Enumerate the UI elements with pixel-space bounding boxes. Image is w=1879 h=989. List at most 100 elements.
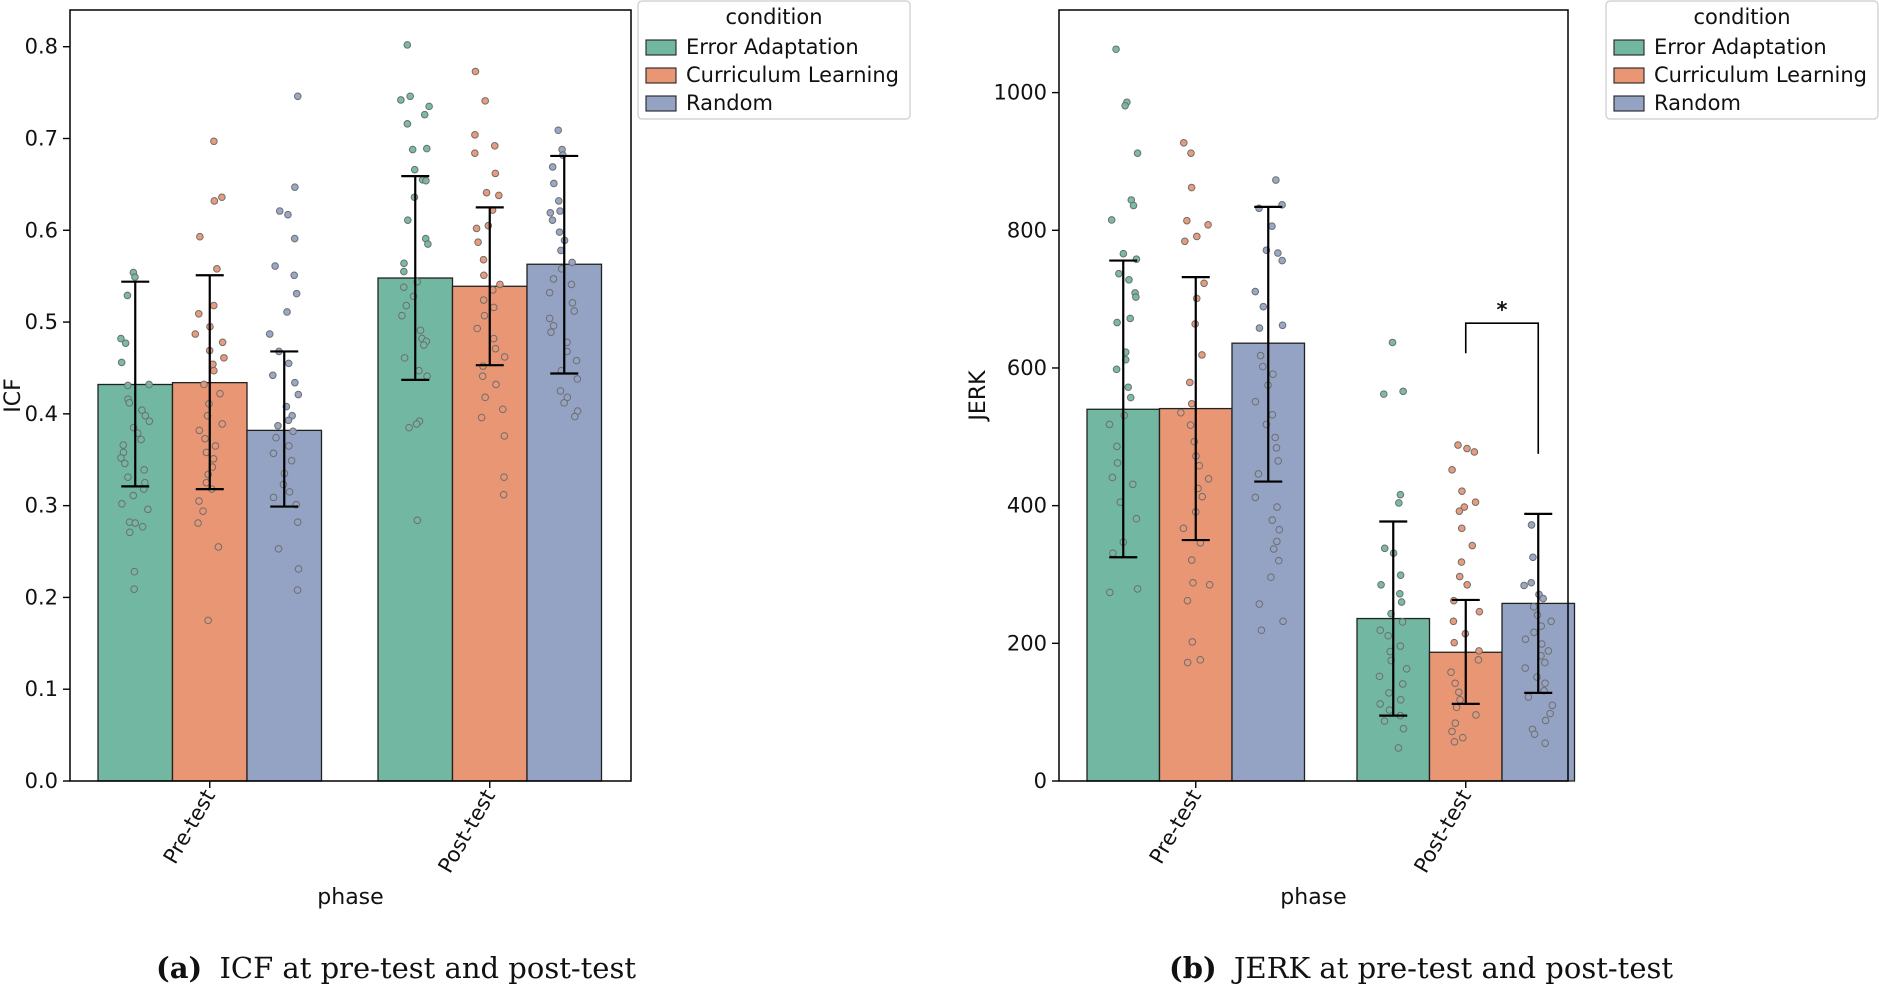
- point-a-post-test-curriculum-learning: [477, 413, 486, 422]
- point-a-pre-test-random: [289, 427, 297, 436]
- point-b-pre-test-curriculum-learning: [1204, 220, 1212, 229]
- point-a-pre-test-random: [272, 433, 280, 442]
- point-b-post-test-error-adaptation: [1379, 390, 1388, 398]
- point-b-post-test-error-adaptation: [1395, 499, 1403, 507]
- legend-label-b-error-adaptation: Error Adaptation: [1654, 35, 1827, 59]
- point-b-post-test-error-adaptation: [1376, 626, 1385, 635]
- point-a-pre-test-error-adaptation: [144, 505, 152, 514]
- point-b-post-test-random: [1541, 716, 1550, 725]
- legend-label-a-error-adaptation: Error Adaptation: [686, 35, 859, 59]
- point-b-pre-test-random: [1272, 444, 1281, 452]
- point-a-pre-test-error-adaptation: [121, 339, 130, 347]
- point-a-pre-test-random: [293, 92, 302, 101]
- point-b-post-test-curriculum-learning: [1463, 444, 1471, 453]
- point-b-post-test-curriculum-learning: [1455, 572, 1464, 581]
- point-b-pre-test-curriculum-learning: [1186, 421, 1195, 429]
- point-b-post-test-curriculum-learning: [1455, 688, 1463, 696]
- point-a-pre-test-error-adaptation: [117, 454, 125, 462]
- point-b-pre-test-random: [1275, 525, 1284, 534]
- point-b-pre-test-curriculum-learning: [1193, 232, 1201, 241]
- point-a-post-test-curriculum-learning: [481, 97, 489, 105]
- point-a-pre-test-curriculum-learning: [210, 366, 218, 375]
- point-a-pre-test-curriculum-learning: [220, 354, 228, 362]
- point-b-pre-test-curriculum-learning: [1177, 408, 1185, 417]
- legend-label-b-curriculum-learning: Curriculum Learning: [1654, 63, 1867, 87]
- point-b-pre-test-curriculum-learning: [1181, 237, 1189, 246]
- point-b-post-test-error-adaptation: [1398, 618, 1407, 626]
- point-b-pre-test-error-adaptation: [1108, 473, 1117, 482]
- point-a-post-test-error-adaptation: [400, 354, 409, 362]
- point-b-post-test-curriculum-learning: [1458, 487, 1466, 495]
- point-b-pre-test-curriculum-learning: [1195, 461, 1204, 470]
- legend-swatch-b-random: [1613, 95, 1645, 112]
- point-b-post-test-curriculum-learning: [1457, 558, 1466, 566]
- point-b-pre-test-error-adaptation: [1105, 420, 1114, 429]
- point-b-pre-test-random: [1259, 302, 1268, 311]
- point-a-pre-test-curriculum-learning: [213, 265, 221, 273]
- point-a-post-test-random: [560, 399, 568, 407]
- ytick-label-a-4: 0.4: [25, 402, 58, 426]
- point-a-post-test-random: [568, 298, 577, 307]
- panel-a-chart: 0.0 0.1 0.2 0.3 0.4 0.5 0.6 0.7 0.8 Pre-test Post-…: [1, 0, 911, 910]
- point-a-post-test-random: [546, 209, 555, 217]
- point-b-post-test-error-adaptation: [1397, 598, 1406, 606]
- point-a-post-test-random: [570, 307, 579, 315]
- point-b-post-test-error-adaptation: [1399, 387, 1407, 396]
- point-a-post-test-error-adaptation: [399, 283, 408, 291]
- point-a-pre-test-error-adaptation: [124, 473, 132, 481]
- point-a-post-test-error-adaptation: [405, 423, 413, 432]
- point-b-pre-test-random: [1257, 626, 1266, 635]
- point-a-pre-test-curriculum-learning: [201, 434, 209, 443]
- point-b-pre-test-random: [1269, 545, 1278, 553]
- point-b-pre-test-random: [1268, 410, 1277, 419]
- point-a-pre-test-curriculum-learning: [214, 543, 223, 551]
- point-a-post-test-random: [548, 216, 557, 224]
- point-a-post-test-error-adaptation: [402, 301, 411, 310]
- point-a-pre-test-random: [284, 210, 292, 219]
- point-a-pre-test-error-adaptation: [138, 522, 147, 531]
- point-a-post-test-curriculum-learning: [499, 490, 508, 499]
- point-a-post-test-random: [545, 288, 554, 297]
- point-b-pre-test-curriculum-learning: [1188, 638, 1197, 646]
- point-b-post-test-curriculum-learning: [1463, 581, 1471, 589]
- point-b-post-test-random: [1541, 658, 1549, 667]
- point-a-pre-test-curriculum-learning: [209, 301, 218, 310]
- point-a-pre-test-random: [292, 289, 301, 298]
- legend-label-b-random: Random: [1654, 91, 1741, 115]
- point-b-pre-test-random: [1279, 617, 1287, 626]
- point-b-pre-test-random: [1273, 503, 1281, 511]
- point-a-post-test-error-adaptation: [408, 145, 417, 154]
- point-a-pre-test-error-adaptation: [138, 406, 146, 414]
- point-a-post-test-random: [573, 375, 582, 383]
- point-a-pre-test-random: [287, 456, 296, 465]
- point-a-post-test-curriculum-learning: [491, 169, 500, 178]
- point-a-post-test-random: [571, 412, 579, 421]
- caption-b-label: (b): [1169, 951, 1217, 985]
- point-a-post-test-error-adaptation: [425, 102, 433, 111]
- ytick-label-b-4: 800: [1007, 218, 1047, 242]
- point-a-post-test-random: [556, 387, 565, 395]
- point-a-pre-test-error-adaptation: [131, 273, 139, 281]
- xlabel-a: phase: [317, 885, 383, 910]
- point-a-pre-test-random: [290, 271, 299, 280]
- point-a-post-test-error-adaptation: [422, 176, 430, 185]
- point-a-post-test-error-adaptation: [400, 259, 408, 268]
- point-a-post-test-curriculum-learning: [499, 405, 507, 414]
- point-b-pre-test-error-adaptation: [1126, 393, 1135, 402]
- ylabel-b: JERK: [966, 370, 991, 423]
- point-a-pre-test-curriculum-learning: [200, 380, 208, 389]
- point-a-post-test-random: [568, 258, 576, 267]
- point-b-post-test-random: [1529, 603, 1538, 611]
- point-b-pre-test-random: [1273, 537, 1281, 546]
- point-a-pre-test-random: [274, 544, 283, 553]
- point-b-post-test-error-adaptation: [1388, 338, 1397, 347]
- legend-swatch-a-curriculum-learning: [645, 67, 677, 84]
- point-b-post-test-error-adaptation: [1396, 695, 1405, 704]
- point-a-post-test-random: [547, 328, 555, 336]
- point-b-post-test-random: [1544, 647, 1553, 655]
- point-a-post-test-error-adaptation: [424, 240, 432, 248]
- legend-label-a-random: Random: [686, 91, 773, 115]
- point-b-pre-test-random: [1268, 516, 1277, 524]
- point-a-pre-test-random: [293, 518, 302, 526]
